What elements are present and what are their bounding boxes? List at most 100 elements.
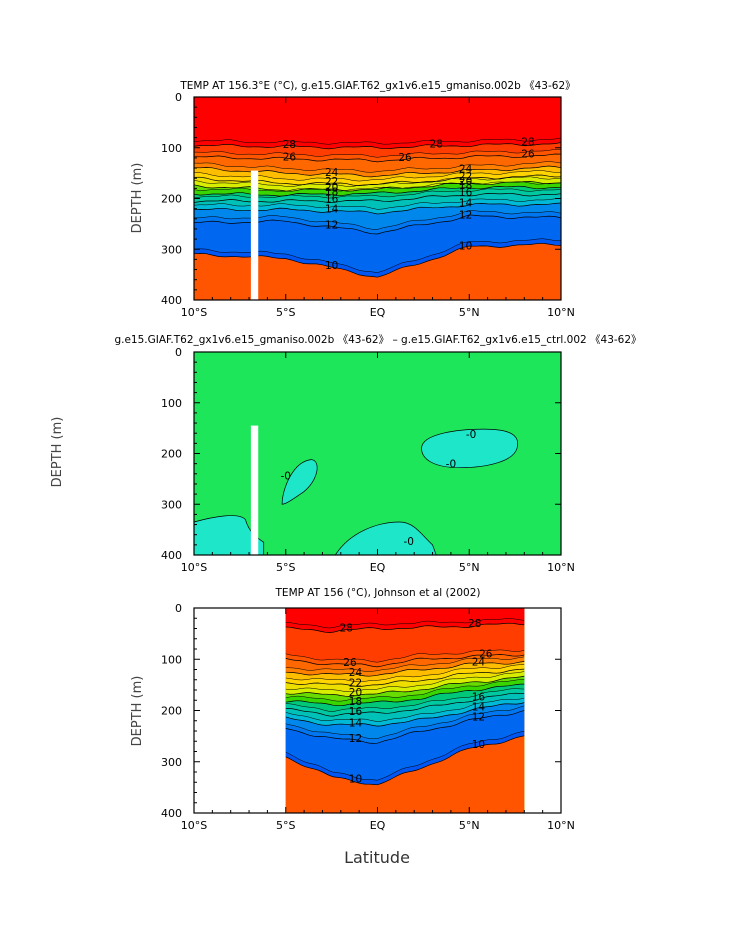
contour-label: 24 (325, 167, 339, 179)
contour-line (193, 161, 562, 173)
x-tick-label: 10°N (547, 561, 575, 574)
x-tick-label: 10°S (181, 819, 207, 832)
contour-label: 12 (459, 209, 472, 221)
contour-label: 10 (349, 774, 362, 786)
contour-label: 16 (325, 194, 339, 206)
contour-line (285, 710, 525, 744)
contour-label: 10 (472, 739, 485, 751)
contour-label: 14 (472, 701, 486, 713)
contour-line (285, 656, 525, 672)
y-tick-label: 400 (161, 549, 182, 562)
contour-label: 28 (468, 618, 481, 630)
contour-line (193, 153, 562, 163)
contour-label: 18 (349, 696, 362, 708)
contour-label: 26 (398, 152, 412, 164)
contour-label: 16 (472, 691, 486, 703)
x-tick-label: 10°S (181, 561, 207, 574)
contour-label: -0 (446, 459, 456, 471)
y-tick-label: 100 (161, 653, 182, 666)
panel-title: g.e15.GIAF.T62_gx1v6.e15_gmaniso.002b 《4… (114, 334, 641, 346)
contour-label: 16 (349, 706, 363, 718)
x-tick-label: 5°S (276, 306, 295, 319)
contour-line (285, 671, 525, 693)
contour-label: 24 (459, 163, 473, 175)
y-tick-label: 200 (161, 705, 182, 718)
contour-line (285, 688, 525, 712)
contour-label: 14 (349, 717, 363, 729)
contour-line (285, 692, 525, 717)
contour-line (285, 664, 525, 683)
x-tick-label: 5°N (459, 306, 480, 319)
contour-label: 10 (325, 260, 338, 272)
contour-label: 12 (349, 733, 362, 745)
contour-label: 26 (521, 148, 535, 160)
contour-label: 12 (325, 220, 338, 232)
contour-label: 28 (340, 623, 353, 635)
band-fill (285, 608, 525, 628)
contour-label: 20 (349, 687, 362, 699)
contour-label: 14 (459, 197, 473, 209)
contour-label: 24 (472, 656, 486, 668)
x-tick-label: 10°S (181, 306, 207, 319)
contour-label: 22 (325, 176, 338, 188)
contour-label: 22 (349, 677, 362, 689)
x-tick-label: EQ (370, 306, 386, 319)
panel-model-temperature: TEMP AT 156.3°E (°C), g.e15.GIAF.T62_gx1… (130, 80, 576, 319)
contour-line (285, 735, 525, 786)
y-tick-label: 100 (161, 142, 182, 155)
panel-title: TEMP AT 156 (°C), Johnson et al (2002) (275, 587, 481, 599)
contour-line (285, 675, 525, 697)
y-axis-label: DEPTH (m) (130, 676, 145, 747)
contour-label: 26 (283, 151, 297, 163)
masked-column (250, 425, 259, 555)
y-tick-label: 0 (175, 346, 182, 359)
contour-label: 28 (521, 137, 534, 149)
y-tick-label: 100 (161, 397, 182, 410)
y-tick-label: 300 (161, 498, 182, 511)
y-tick-label: 400 (161, 294, 182, 307)
contour-label: 12 (472, 711, 485, 723)
panel-model-difference: g.e15.GIAF.T62_gx1v6.e15_gmaniso.002b 《4… (50, 334, 642, 574)
x-tick-label: 5°S (276, 561, 295, 574)
panel-title: TEMP AT 156.3°E (°C), g.e15.GIAF.T62_gx1… (179, 80, 575, 92)
contour-line (285, 668, 525, 687)
contour-line (285, 702, 525, 727)
contour-line (285, 679, 525, 702)
x-tick-label: 5°N (459, 819, 480, 832)
y-tick-label: 400 (161, 807, 182, 820)
contour-line (193, 149, 562, 158)
band-fill (194, 97, 561, 145)
masked-column (250, 170, 259, 300)
contour-label: -0 (466, 429, 476, 441)
negative-region (421, 428, 519, 469)
y-axis-label: DEPTH (m) (130, 163, 145, 234)
y-tick-label: 300 (161, 243, 182, 256)
negative-region (281, 459, 318, 505)
contour-line (285, 618, 525, 629)
y-tick-label: 0 (175, 602, 182, 615)
contour-label: 10 (459, 240, 472, 252)
contour-line (193, 142, 562, 150)
contour-label: 24 (349, 667, 363, 679)
contour-line (285, 697, 525, 722)
contour-label: -0 (403, 536, 413, 548)
negative-region (193, 515, 265, 556)
negative-region (334, 521, 437, 556)
x-axis-label: Latitude (344, 848, 410, 867)
x-tick-label: 10°N (547, 819, 575, 832)
contour-label: 18 (325, 187, 338, 199)
contour-label: 18 (459, 180, 472, 192)
contour-label: 22 (459, 171, 472, 183)
contour-label: 16 (459, 187, 473, 199)
contour-label: 28 (430, 139, 443, 151)
contour-label: 14 (325, 204, 339, 216)
contour-label: 20 (325, 182, 338, 194)
contour-line (193, 137, 562, 145)
y-tick-label: 0 (175, 91, 182, 104)
contour-label: 28 (283, 139, 296, 151)
contour-line (285, 649, 525, 663)
contour-label: 20 (459, 176, 472, 188)
